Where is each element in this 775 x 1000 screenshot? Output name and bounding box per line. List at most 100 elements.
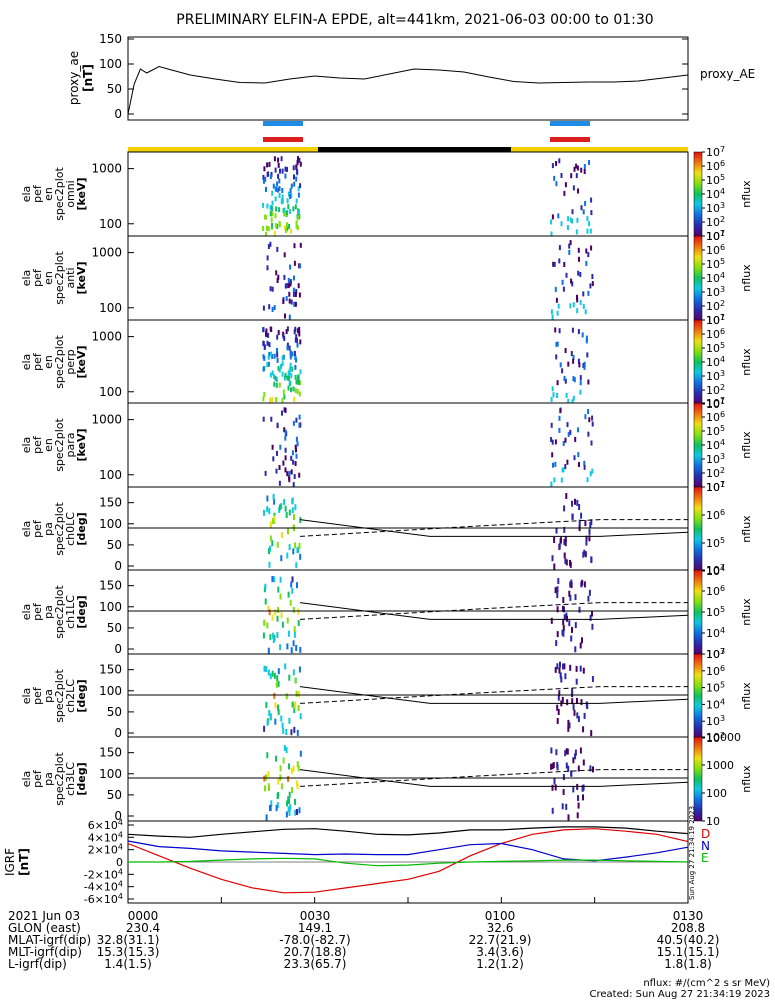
spectrogram-data-cell	[584, 414, 587, 420]
spectrogram-data-cell	[269, 241, 272, 247]
spectrogram-data-cell	[272, 456, 275, 462]
spectrogram-data-cell	[578, 504, 581, 510]
spectrogram-data-cell	[585, 335, 588, 341]
spectrogram-data-cell	[589, 283, 592, 289]
footer-col3-glon: 208.8	[671, 921, 705, 935]
spectrogram-data-cell	[567, 216, 570, 222]
spectrogram-data-cell	[591, 415, 594, 421]
spectrogram-data-cell	[281, 397, 284, 403]
spectrogram-data-cell	[552, 261, 555, 267]
spectrogram-data-cell	[582, 209, 585, 215]
spectrogram-data-cell	[290, 183, 293, 189]
spectrogram-data-cell	[562, 774, 565, 781]
spectrogram-data-cell	[296, 761, 299, 768]
spectrogram-data-cell	[588, 221, 591, 227]
spectrogram-data-cell	[276, 352, 279, 358]
spectrogram-data-cell	[276, 224, 279, 229]
spectrogram-data-cell	[269, 205, 272, 210]
spectrogram-data-cell	[277, 668, 280, 675]
spectrogram-data-cell	[277, 162, 280, 168]
footer-created-stamp: Created: Sun Aug 27 21:34:19 2023	[590, 989, 770, 1000]
spectrogram-data-cell	[295, 357, 298, 363]
spectrogram-data-cell	[294, 542, 296, 549]
spectrogram-data-cell	[265, 328, 268, 334]
colorbar-tick-label: 106	[706, 410, 725, 424]
spectrogram-data-cell	[554, 461, 557, 467]
spectrogram-data-cell	[277, 704, 279, 711]
spectrogram-data-cell	[280, 532, 283, 539]
spectrogram-data-cell	[554, 286, 557, 292]
spectrogram-ylabel-line: pef	[31, 602, 44, 621]
spectrogram-data-cell	[551, 452, 554, 458]
spectrogram-data-cell	[283, 207, 286, 213]
spectrogram-data-cell	[291, 507, 294, 514]
science-zone-1-blue-bar	[263, 121, 303, 126]
spectrogram-data-cell	[574, 436, 577, 442]
spectrogram-data-cell	[298, 209, 300, 215]
spectrogram-data-cell	[298, 422, 301, 428]
panel-proxy-ae: proxy_ae [nT] proxy_AE 0 50 100 150	[67, 32, 755, 121]
spectrogram-data-cell	[289, 362, 292, 368]
footer-col0-mlt: 15.3(15.3)	[97, 945, 160, 959]
colorbar	[693, 235, 703, 321]
spectrogram-data-cell	[273, 498, 276, 505]
spectrogram-ylabel-line: pef	[31, 769, 44, 788]
spectrogram-data-cell	[589, 228, 592, 234]
proxy-ae-yticks: 0 50 100 150	[99, 32, 688, 121]
spectrogram-data-cell	[289, 354, 292, 360]
igrf-ytick-label: 4×104	[88, 830, 123, 844]
spectrogram-data-cell	[562, 440, 565, 446]
colorbar-tick-label: 106	[706, 664, 725, 678]
spectrogram-data-cell	[294, 204, 297, 210]
spectrogram-data-cell	[296, 582, 298, 589]
loss-cone-line	[299, 602, 689, 620]
spectrogram-data-cell	[567, 725, 570, 732]
spectrogram-data-cell	[558, 258, 561, 264]
spectrogram-data-cell	[564, 557, 567, 564]
colorbar-tick-label: 104	[706, 438, 725, 452]
spectrogram-data-cell	[584, 309, 587, 315]
spectrogram-data-cell	[262, 416, 265, 422]
orbit-sunlit-segment-1	[128, 147, 318, 152]
spectrogram-data-cell	[553, 563, 556, 570]
spectrogram-ylabel-line: en	[42, 271, 55, 285]
colorbar-tick-label: 107	[706, 313, 725, 327]
spectrogram-data-cell	[292, 386, 295, 392]
spectrogram-data-cell	[589, 521, 592, 528]
spectrogram-data-cell	[567, 398, 570, 404]
spectrogram-data-cell	[580, 205, 583, 211]
spectrogram-data-cell	[292, 459, 295, 465]
spectrogram-data-cell	[556, 718, 559, 724]
spectrogram-panel-omni: 1001000elapefenspec2plotomni[keV]1011021…	[20, 145, 753, 243]
colorbar-tick-label: 106	[706, 243, 725, 257]
side-timestamp: Sun Aug 27 21:34:19 2023	[688, 806, 696, 900]
spectrogram-data-cell	[572, 704, 575, 711]
spectrogram-data-cell	[586, 477, 589, 483]
colorbar-tick-label: 103	[706, 452, 725, 466]
spectrogram-data-cell	[270, 217, 273, 223]
spectrogram-data-cell	[265, 231, 267, 237]
spectrogram-ytick-label: 0	[114, 809, 122, 823]
spectrogram-data-cell	[556, 764, 559, 771]
spectrogram-data-cell	[587, 252, 590, 258]
spectrogram-data-cell	[286, 226, 289, 232]
spectrogram-data-cell	[572, 185, 575, 191]
spectrogram-data-cell	[288, 791, 291, 798]
spectrogram-data-cell	[282, 299, 285, 304]
spectrogram-data-cell	[570, 635, 573, 642]
spectrogram-data-cell	[273, 576, 275, 583]
footer-col0-time: 0000	[128, 909, 159, 923]
spectrogram-data-cell	[289, 349, 292, 355]
spectrogram-data-cell	[268, 508, 271, 515]
spectrogram-data-cell	[278, 207, 281, 213]
spectrogram-data-cell	[282, 460, 285, 466]
spectrogram-ylabel-line: anti	[64, 267, 77, 288]
spectrogram-data-cell	[287, 385, 290, 391]
spectrogram-data-cell	[290, 373, 293, 379]
spectrogram-data-cell	[299, 646, 302, 653]
science-zone-1-red-bar	[263, 137, 303, 142]
spectrogram-data-cell	[559, 408, 562, 414]
spectrogram-data-cell	[551, 386, 554, 392]
proxy-ae-ytick-label: 100	[99, 57, 122, 71]
spectrogram-data-cell	[295, 379, 298, 385]
